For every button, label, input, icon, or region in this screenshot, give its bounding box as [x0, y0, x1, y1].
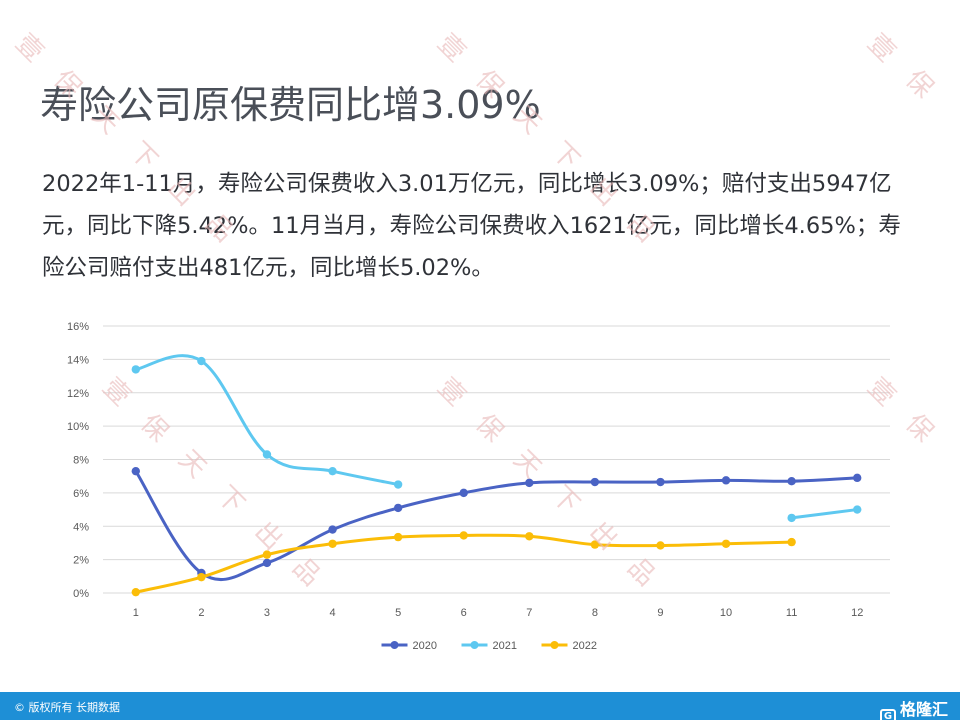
data-point-2021: [853, 505, 862, 514]
data-point-2020: [590, 477, 600, 487]
y-tick-label: 10%: [67, 421, 89, 433]
x-tick-label: 2: [198, 607, 204, 619]
watermark-char: 保: [899, 64, 940, 105]
footer-bar: © 版权所有 长期数据 G 格隆汇: [0, 692, 960, 725]
x-tick-label: 8: [592, 607, 598, 619]
data-point-2020: [525, 478, 534, 488]
data-point-2022: [131, 587, 140, 597]
legend-marker-2021: [470, 641, 479, 649]
x-tick-label: 6: [461, 607, 467, 619]
legend-marker-2020: [390, 641, 399, 649]
x-tick-label: 11: [786, 607, 797, 619]
data-point-2022: [721, 539, 731, 548]
legend-marker-2022: [550, 641, 559, 649]
legend-label-2020: 2020: [413, 640, 437, 652]
data-point-2020: [459, 488, 468, 498]
x-tick-label: 1: [133, 607, 139, 619]
x-tick-label: 5: [395, 607, 401, 619]
x-tick-label: 4: [329, 607, 335, 619]
footer-brand-label: 格隆汇: [899, 700, 948, 719]
data-point-2022: [459, 531, 468, 540]
data-point-2021: [787, 513, 796, 523]
y-tick-label: 6%: [73, 488, 89, 500]
y-tick-label: 0%: [73, 588, 89, 600]
y-tick-label: 2%: [73, 555, 89, 567]
data-point-2021: [131, 365, 140, 374]
page-title: 寿险公司原保费同比增3.09%: [40, 83, 541, 127]
data-point-2021: [393, 480, 403, 489]
data-point-2021: [197, 356, 206, 366]
series-line-2021: [134, 354, 400, 487]
summary-paragraph: 2022年1-11月，寿险公司保费收入3.01万亿元，同比增长3.09%；赔付支…: [42, 171, 901, 281]
x-tick-label: 7: [526, 607, 532, 619]
data-point-2020: [787, 476, 796, 486]
y-tick-label: 16%: [67, 321, 89, 333]
line-chart: 0% 2% 4% 6% 8% 10% 12% 14% 16% 1 2 3 4 5 6 7 8 9 10 11 12 202…: [40, 308, 920, 668]
x-tick-label: 12: [851, 607, 863, 619]
data-point-2021: [262, 450, 272, 459]
data-point-2020: [262, 558, 272, 568]
footer-copyright: © 版权所有 长期数据: [14, 701, 120, 714]
watermark-char: 壹: [9, 28, 50, 69]
series-line-2022: [134, 533, 794, 594]
series-line-2021: [790, 508, 859, 520]
data-point-2022: [787, 537, 796, 547]
data-point-2022: [328, 539, 337, 548]
y-tick-label: 8%: [73, 455, 89, 467]
y-tick-label: 14%: [67, 354, 89, 366]
data-point-2020: [721, 476, 731, 485]
data-point-2020: [656, 477, 665, 487]
data-point-2022: [262, 550, 272, 559]
y-tick-label: 4%: [73, 521, 89, 533]
data-point-2020: [393, 503, 403, 513]
chart-svg: 0%2%4%6%8%10%12%14%16%1 2 3 4 5 6 7 8 9 10 11 12202…: [67, 321, 890, 652]
watermark-char: 壹: [861, 28, 902, 69]
x-tick-label: 3: [264, 607, 270, 619]
watermark-char: 壹: [431, 28, 472, 69]
data-point-2022: [197, 572, 206, 582]
data-point-2022: [590, 540, 600, 549]
data-point-2021: [328, 466, 337, 476]
x-tick-label: 10: [720, 607, 732, 619]
data-point-2022: [525, 532, 534, 541]
data-point-2020: [853, 473, 862, 483]
legend-label-2021: 2021: [493, 640, 517, 652]
x-tick-label: 9: [657, 607, 663, 619]
brand-logo-icon: G: [879, 709, 896, 725]
data-point-2022: [393, 532, 403, 542]
data-point-2020: [131, 466, 140, 476]
y-tick-label: 12%: [67, 388, 89, 400]
legend-label-2022: 2022: [573, 640, 597, 652]
footer-brand[interactable]: G 格隆汇: [879, 696, 948, 725]
data-point-2022: [656, 541, 665, 550]
data-point-2020: [328, 525, 337, 534]
